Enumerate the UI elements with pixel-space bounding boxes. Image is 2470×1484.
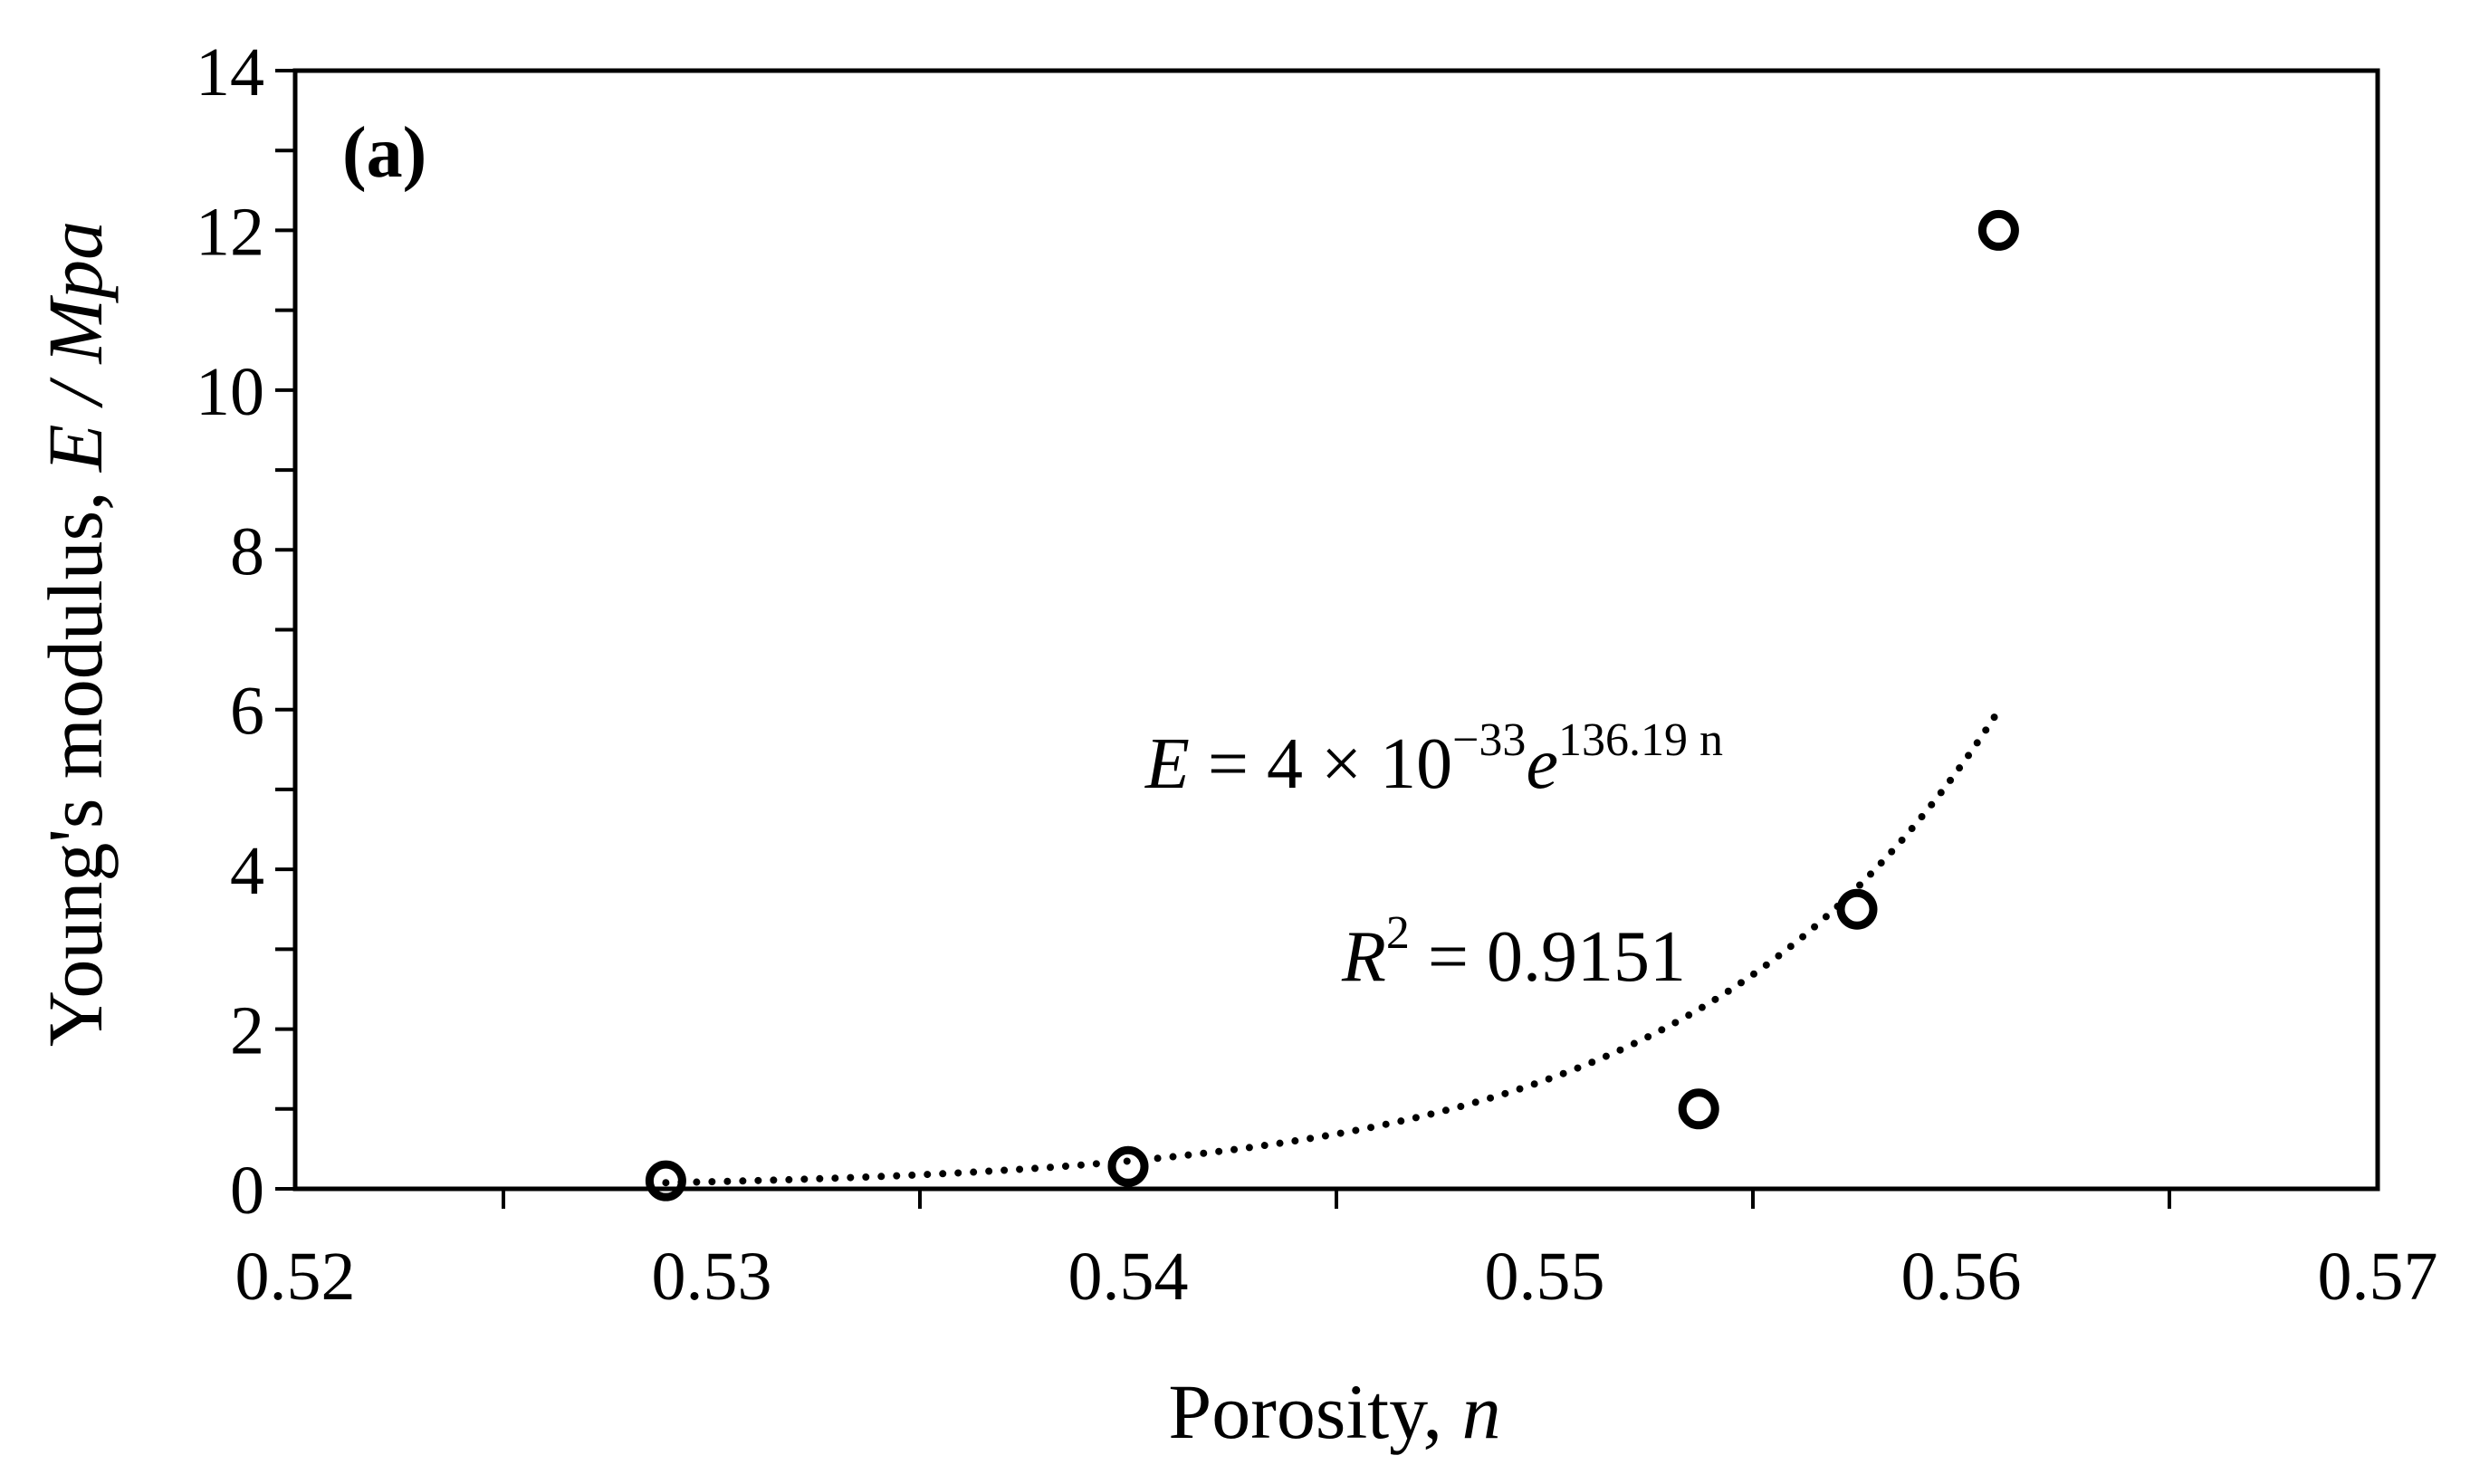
data-point — [1836, 888, 1878, 930]
y-axis-title: Young's modulus, E / Mpa — [32, 221, 119, 1047]
plot-frame — [292, 68, 2380, 1192]
equation-annotation: E = 4 × 10−33e136.19 n — [1144, 714, 1723, 804]
y-tick-label: 10 — [196, 354, 264, 430]
y-tick-label: 8 — [230, 513, 264, 589]
equation-base: e — [1526, 724, 1558, 804]
x-tick-label: 0.56 — [1901, 1239, 2022, 1315]
y-tick-labels: 0 2 4 6 8 10 12 14 — [196, 34, 264, 1229]
y-axis-title-text: Young's modulus, — [32, 472, 119, 1047]
trendline — [662, 706, 2003, 1187]
x-tick-label: 0.52 — [235, 1239, 356, 1315]
r-squared-lhs: R — [1341, 917, 1386, 997]
equation-exp: −33 — [1452, 714, 1526, 766]
data-point — [1107, 1145, 1149, 1187]
equation-pow: 136.19 n — [1558, 714, 1723, 766]
r-squared-exp: 2 — [1386, 907, 1410, 959]
y-tick-label: 2 — [230, 993, 264, 1069]
panel-label: (a) — [342, 113, 426, 193]
x-tick-label: 0.53 — [652, 1239, 772, 1315]
data-points — [645, 209, 2019, 1202]
x-axis-title: Porosity, n — [1168, 1368, 1500, 1455]
x-tick-label: 0.54 — [1068, 1239, 1189, 1315]
x-tick-label: 0.55 — [1485, 1239, 1605, 1315]
x-axis-title-text: Porosity, — [1168, 1368, 1461, 1455]
equation-lhs: E — [1144, 724, 1190, 804]
data-point — [645, 1160, 686, 1202]
data-point — [1678, 1088, 1719, 1130]
x-axis-title-var: n — [1462, 1368, 1501, 1455]
equation-rel: = 4 × 10 — [1190, 724, 1452, 804]
r-squared-annotation: R2 = 0.9151 — [1341, 907, 1686, 997]
r-squared-rel: = 0.9151 — [1410, 917, 1686, 997]
y-tick-label: 14 — [196, 34, 264, 110]
y-tick-label: 12 — [196, 194, 264, 270]
y-tick-label: 0 — [230, 1153, 264, 1229]
y-tick-label: 4 — [230, 833, 264, 909]
data-point — [1977, 209, 2019, 251]
axis-ticks — [275, 69, 2171, 1209]
x-tick-labels: 0.52 0.53 0.54 0.55 0.56 0.57 — [235, 1239, 2438, 1315]
y-tick-label: 6 — [230, 674, 264, 750]
plot-border — [292, 68, 2380, 1192]
x-tick-label: 0.57 — [2318, 1239, 2438, 1315]
trendline-group — [662, 706, 2003, 1187]
y-axis-title-var: E / Mpa — [32, 221, 119, 474]
